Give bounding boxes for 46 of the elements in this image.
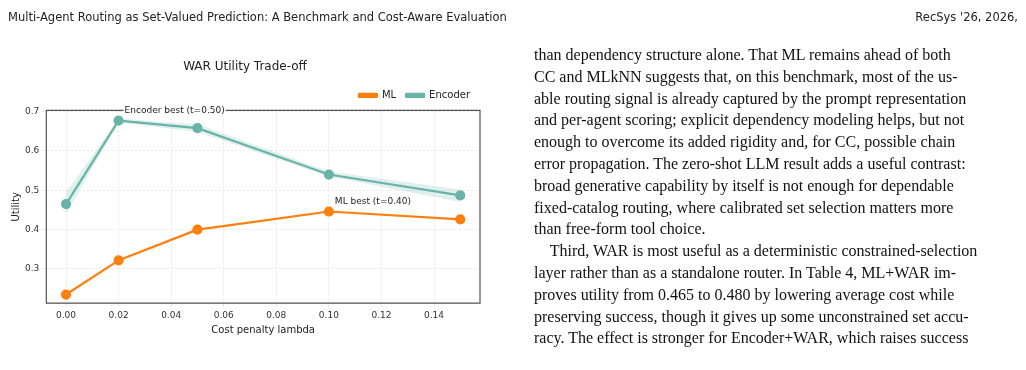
point: [192, 224, 203, 235]
text: CC and MLkNN suggests that, on this benchmark, most of the us-: [534, 66, 959, 88]
text: and per-agent scoring; explicit dependency modeling helps, but not: [534, 110, 966, 131]
legend-label: Encoder: [429, 88, 471, 100]
annotation: Encoder best (t=0.50): [124, 105, 225, 116]
point: [60, 289, 72, 300]
text: fixed-catalog routing, where calibrated set selection matters more: [534, 197, 955, 219]
y-tick-label: 0.3: [24, 263, 40, 274]
text: error propagation. The zero-shot LLM result adds a useful contrast:: [534, 154, 967, 175]
text: broad generative capability by itself is not enough for dependable: [534, 175, 955, 197]
legend-label: ML: [381, 88, 397, 100]
text: layer rather than as a standalone router. In Table 4, ML+WAR im-: [534, 262, 958, 284]
x-tick-label: 0.12: [371, 309, 392, 320]
point: [60, 198, 72, 210]
y-tick-label: 0.5: [24, 184, 40, 195]
point: [455, 190, 466, 201]
x-axis-title: Cost penalty lambda: [211, 323, 315, 335]
text: enough to overcome its added rigidity and, for CC, possible chain: [534, 132, 957, 153]
y-tick-label: 0.4: [24, 223, 40, 234]
text: than free-form tool choice.: [534, 219, 707, 240]
text: proves utility from 0.465 to 0.480 by lowering average cost while: [534, 284, 956, 306]
x-tick-label: 0.14: [423, 309, 445, 320]
y-tick-label: 0.7: [24, 105, 40, 116]
x-tick-label: 0.04: [161, 309, 182, 320]
point: [323, 169, 334, 180]
point: [455, 214, 466, 225]
chart-title: WAR Utility Trade-off: [183, 59, 308, 74]
annotation: ML best (t=0.40): [334, 196, 411, 207]
x-tick-label: 0.00: [56, 309, 77, 320]
text: Third, WAR is most useful as a deterministic constrained-selection: [548, 241, 979, 262]
point: [113, 115, 124, 126]
x-tick-label: 0.08: [266, 309, 287, 320]
x-tick-label: 0.06: [213, 309, 235, 320]
text: racy. The effect is stronger for Encoder+WAR, which raises success: [534, 328, 970, 349]
text: than dependency structure alone. That ML remains ahead of both: [534, 45, 952, 66]
text: RecSys '26, 2026,: [915, 10, 1018, 24]
x-tick-label: 0.10: [318, 309, 340, 320]
x-tick-label: 0.02: [108, 309, 129, 320]
point: [323, 206, 334, 217]
text: preserving success, though it gives up some unconstrained set accu-: [534, 306, 970, 328]
point: [113, 255, 124, 266]
y-tick-label: 0.6: [24, 145, 40, 156]
text: able routing signal is already captured by the prompt representation: [534, 88, 968, 110]
y-axis-title: Utility: [9, 192, 21, 222]
point: [192, 123, 203, 134]
text: Multi-Agent Routing as Set-Valued Prediction: A Benchmark and Cost-Aware Evaluation: [8, 10, 507, 24]
